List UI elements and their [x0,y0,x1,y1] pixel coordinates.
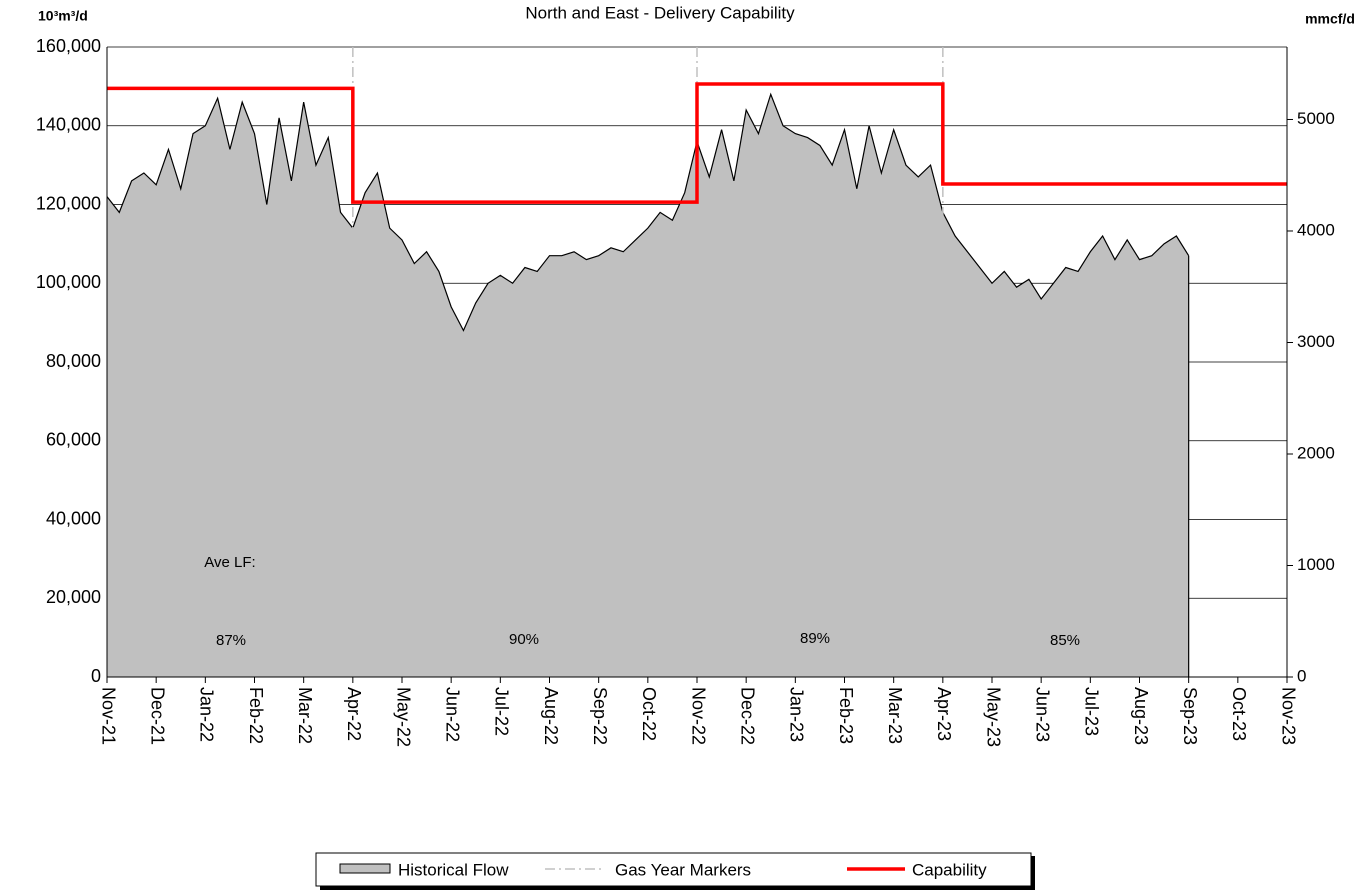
x-tick-label: Jan-23 [787,687,807,742]
x-tick-label: May-22 [393,687,413,747]
x-tick-label: Apr-22 [344,687,364,741]
y2-tick-label: 2000 [1297,443,1335,462]
legend-label: Gas Year Markers [615,860,751,879]
annotation: 90% [509,631,539,648]
x-tick-label: Sep-23 [1180,687,1200,745]
x-tick-label: Nov-22 [688,687,708,745]
y-tick-label: 120,000 [36,193,101,213]
y-tick-label: 60,000 [46,430,101,450]
y-tick-label: 20,000 [46,587,101,607]
x-tick-label: Feb-22 [246,687,266,744]
x-tick-label: Apr-23 [934,687,954,741]
flow-area [107,94,1189,677]
flow-line [106,92,1190,332]
x-tick-label: Oct-22 [639,687,659,741]
capability-line [107,82,1287,204]
annotation: 87% [216,632,246,649]
legend-label: Capability [912,860,987,879]
x-tick-label: Dec-21 [147,687,167,745]
x-tick-label: Jun-22 [442,687,462,742]
x-tick-label: Oct-23 [1229,687,1249,741]
x-tick-label: Jul-23 [1082,687,1102,736]
y-tick-label: 80,000 [46,351,101,371]
y2-tick-label: 3000 [1297,332,1335,351]
y2-tick-label: 0 [1297,666,1306,685]
y-axis-label: 10³m³/d [38,8,88,24]
x-tick-label: Dec-22 [737,687,757,745]
legend [315,852,1032,887]
y-tick-label: 160,000 [36,36,101,56]
x-tick-label: Jul-22 [492,687,512,736]
x-tick-label: Nov-21 [98,687,118,745]
x-tick-label: Mar-23 [885,687,905,744]
x-tick-label: Mar-22 [295,687,315,744]
y2-axis-label: mmcf/d [1305,11,1355,27]
x-tick-label: Jan-22 [197,687,217,742]
y-tick-label: 100,000 [36,272,101,292]
chart-title: North and East - Delivery Capability [525,3,795,22]
x-tick-label: Aug-22 [541,687,561,745]
y2-tick-label: 5000 [1297,109,1335,128]
x-tick-label: Sep-22 [590,687,610,745]
y-tick-label: 140,000 [36,115,101,135]
x-tick-label: Aug-23 [1131,687,1151,745]
annotation: Ave LF: [204,554,255,571]
legend-swatch [339,863,391,874]
y2-tick-label: 1000 [1297,555,1335,574]
annotation: 85% [1050,632,1080,649]
y-tick-label: 0 [91,666,101,686]
legend-label: Historical Flow [398,860,509,879]
x-tick-label: Feb-23 [836,687,856,744]
x-tick-label: Jun-23 [1032,687,1052,742]
annotation: 89% [800,630,830,647]
y-tick-label: 40,000 [46,508,101,528]
y2-tick-label: 4000 [1297,220,1335,239]
x-tick-label: May-23 [983,687,1003,747]
x-tick-label: Nov-23 [1278,687,1298,745]
